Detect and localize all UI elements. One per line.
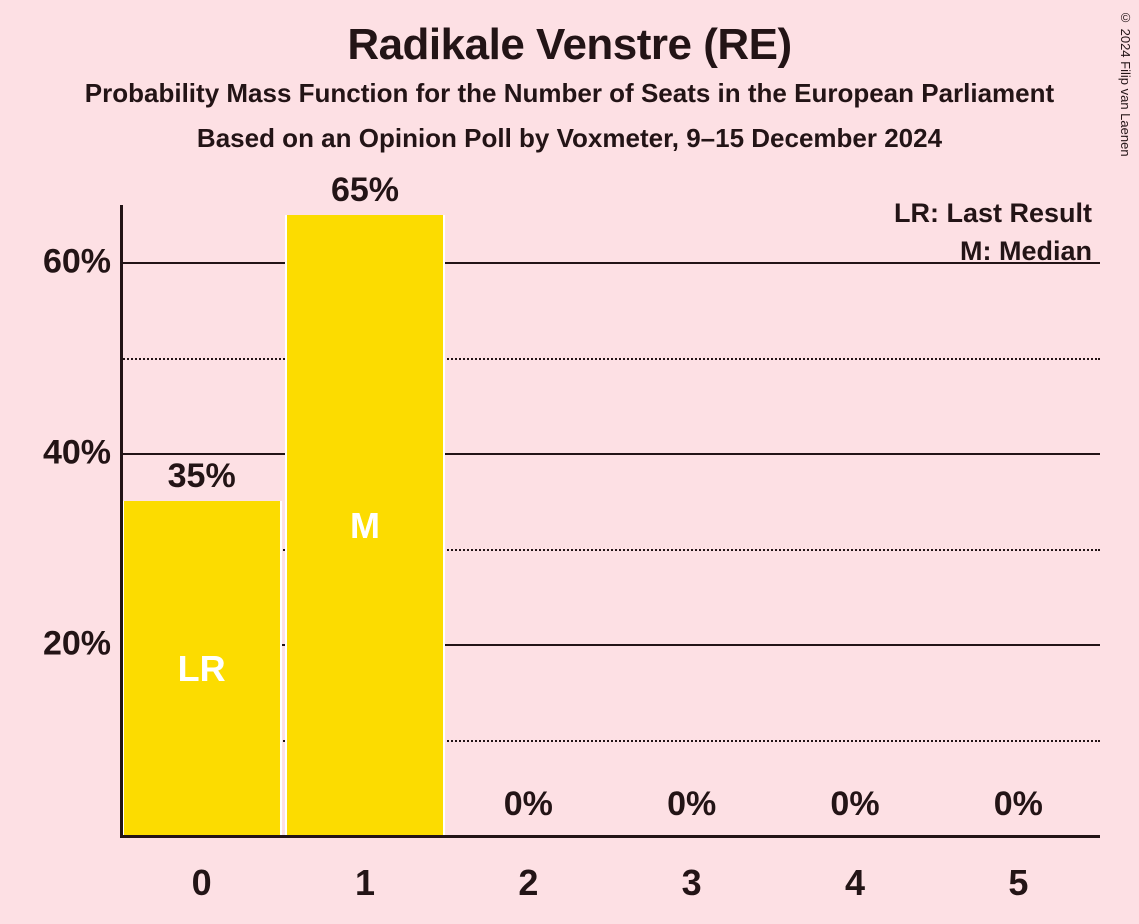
x-tick-label: 4: [775, 862, 935, 904]
x-tick-label: 1: [285, 862, 445, 904]
bar-value-label: 0%: [830, 785, 879, 824]
chart-plot-area: [120, 205, 1100, 835]
x-tick-label: 2: [448, 862, 608, 904]
x-tick-label: 5: [938, 862, 1098, 904]
y-tick-label: 60%: [11, 243, 111, 282]
x-tick-label: 0: [122, 862, 282, 904]
bar-value-label: 0%: [504, 785, 553, 824]
x-axis: [120, 835, 1100, 838]
y-axis: [120, 205, 123, 835]
chart-subtitle: Probability Mass Function for the Number…: [0, 78, 1139, 109]
bar-value-label: 0%: [667, 785, 716, 824]
chart-title: Radikale Venstre (RE): [0, 0, 1139, 70]
gridline-minor: [120, 358, 1100, 360]
gridline-major: [120, 262, 1100, 264]
copyright-text: © 2024 Filip van Laenen: [1118, 10, 1133, 157]
bar-value-label: 0%: [994, 785, 1043, 824]
gridline-major: [120, 453, 1100, 455]
bar-value-label: 65%: [331, 171, 399, 210]
bar-annotation: M: [350, 505, 380, 547]
y-tick-label: 40%: [11, 434, 111, 473]
x-tick-label: 3: [612, 862, 772, 904]
bar-annotation: LR: [178, 648, 226, 690]
y-tick-label: 20%: [11, 625, 111, 664]
bar-value-label: 35%: [168, 457, 236, 496]
chart-subtitle-2: Based on an Opinion Poll by Voxmeter, 9–…: [0, 123, 1139, 154]
